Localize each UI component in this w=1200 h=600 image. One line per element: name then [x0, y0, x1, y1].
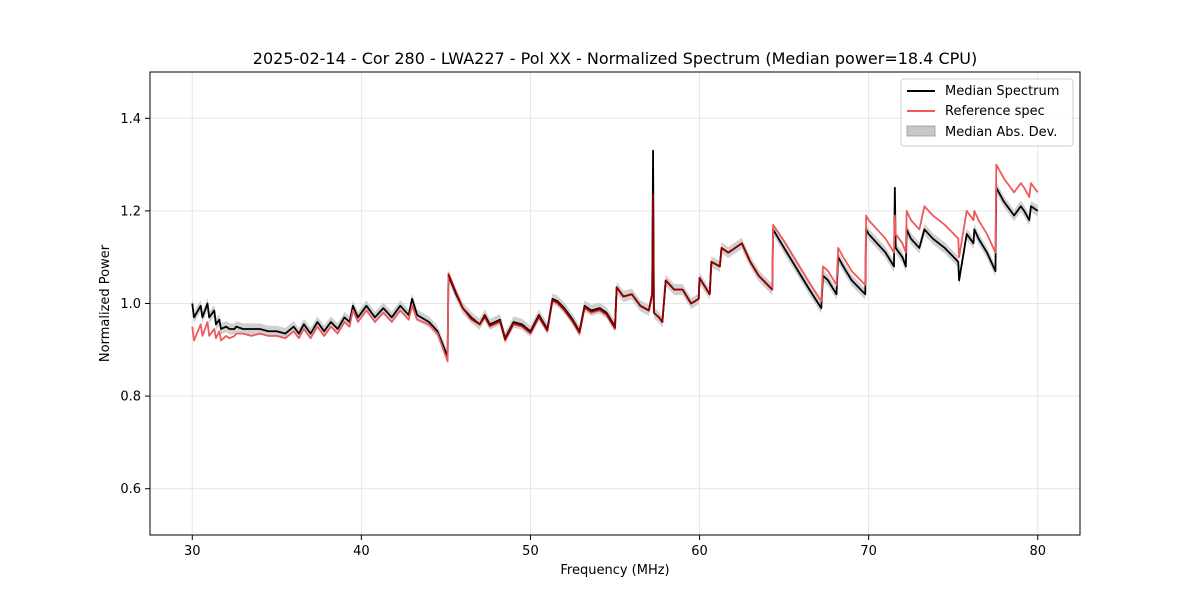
x-tick-label: 40 — [353, 544, 370, 559]
x-tick-label: 80 — [1029, 544, 1046, 559]
x-tick-label: 50 — [522, 544, 539, 559]
y-tick-label: 1.4 — [120, 112, 141, 127]
legend-label-median: Median Spectrum — [945, 84, 1059, 99]
series-layer — [191, 149, 1039, 363]
y-tick-label: 1.0 — [120, 297, 141, 312]
x-axis: 30 40 50 60 70 80 — [184, 535, 1046, 559]
mad-band — [192, 145, 1038, 363]
mad-band-layer — [192, 145, 1038, 363]
y-axis-label: Normalized Power — [98, 244, 113, 362]
series-overlap-segment — [447, 193, 773, 341]
y-tick-label: 0.6 — [120, 482, 141, 497]
y-axis: 0.6 0.8 1.0 1.2 1.4 — [120, 112, 150, 497]
legend-label-mad: Median Abs. Dev. — [945, 125, 1057, 140]
x-axis-label: Frequency (MHz) — [560, 563, 669, 578]
legend-swatch-mad — [906, 125, 936, 137]
legend-label-reference: Reference spec — [945, 104, 1045, 119]
x-tick-label: 30 — [184, 544, 201, 559]
chart-title: 2025-02-14 - Cor 280 - LWA227 - Pol XX -… — [253, 49, 977, 68]
legend-box — [900, 78, 1074, 147]
x-tick-label: 60 — [691, 544, 708, 559]
y-tick-label: 1.2 — [120, 204, 141, 219]
y-tick-label: 0.8 — [120, 390, 141, 405]
legend: Median Spectrum Reference spec Median Ab… — [900, 78, 1074, 147]
x-tick-label: 70 — [860, 544, 877, 559]
